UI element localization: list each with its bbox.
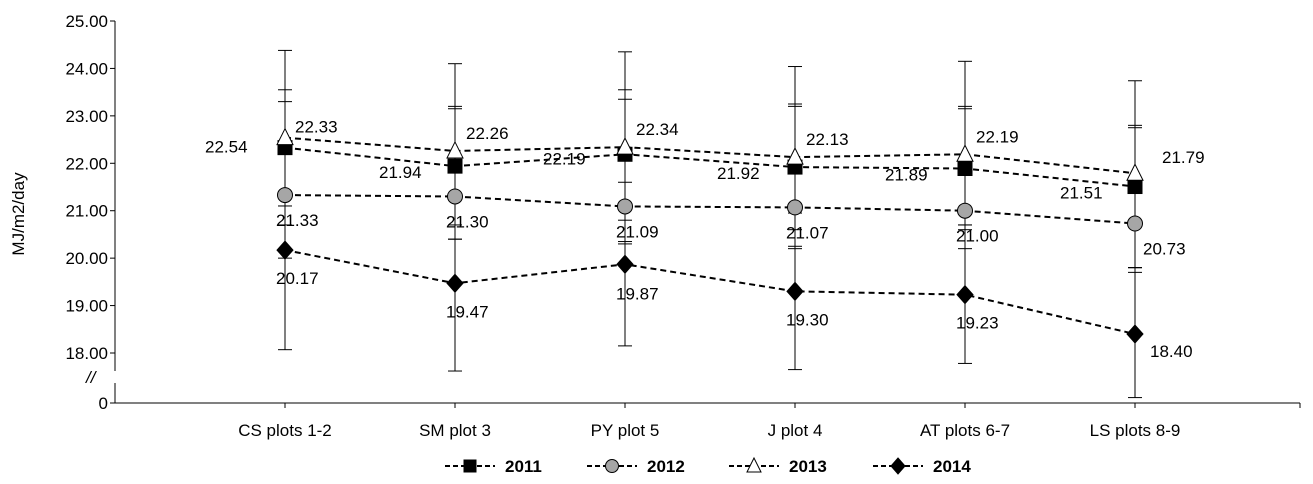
marker-triangle bbox=[276, 127, 294, 146]
data-label-2014: 19.23 bbox=[956, 314, 999, 333]
legend-label-2014: 2014 bbox=[933, 457, 971, 476]
data-label-2011: 21.89 bbox=[885, 166, 928, 185]
series-lines bbox=[284, 136, 1136, 336]
data-label-2014: 19.47 bbox=[446, 302, 489, 321]
marker-square bbox=[957, 161, 973, 177]
data-label-2013: 22.13 bbox=[806, 130, 849, 149]
series-markers bbox=[276, 127, 1144, 344]
series-line-2014 bbox=[284, 249, 1136, 336]
marker-diamond bbox=[1126, 324, 1144, 344]
y-tick-label: 23.00 bbox=[65, 107, 108, 126]
data-label-2012: 21.00 bbox=[956, 227, 999, 246]
x-tick-label: CS plots 1-2 bbox=[238, 421, 332, 440]
marker-triangle bbox=[786, 147, 804, 165]
legend-label-2011: 2011 bbox=[505, 457, 542, 476]
marker-square bbox=[463, 459, 477, 473]
data-label-2014: 19.30 bbox=[786, 310, 829, 329]
marker-circle bbox=[617, 198, 633, 215]
data-label-2014: 18.40 bbox=[1150, 342, 1193, 361]
data-label-2012: 21.07 bbox=[786, 223, 829, 242]
x-tick-label: AT plots 6-7 bbox=[920, 421, 1010, 440]
data-label-2013: 21.79 bbox=[1162, 148, 1205, 167]
marker-circle bbox=[787, 199, 803, 216]
series-line-2011 bbox=[284, 146, 1136, 188]
axis-break-mark: // bbox=[85, 368, 98, 387]
axes: 25.00 24.00 23.00 22.00 21.00 20.00 19.00 18.00… bbox=[65, 12, 1301, 440]
marker-triangle bbox=[1126, 163, 1144, 181]
marker-triangle bbox=[956, 144, 974, 162]
marker-circle bbox=[447, 188, 463, 205]
marker-diamond bbox=[786, 281, 804, 302]
data-label-2013: 22.26 bbox=[466, 124, 509, 143]
x-tick-label: LS plots 8-9 bbox=[1090, 421, 1181, 440]
y-tick-label-zero: 0 bbox=[99, 394, 108, 413]
data-label-2013: 22.19 bbox=[976, 127, 1019, 146]
data-label-2012: 21.30 bbox=[446, 212, 489, 231]
marker-triangle bbox=[746, 456, 762, 473]
series-line-2013 bbox=[284, 136, 1136, 175]
data-label-2011: 22.33 bbox=[295, 118, 338, 137]
legend-label-2012: 2012 bbox=[647, 457, 685, 476]
y-tick-label: 21.00 bbox=[65, 202, 108, 221]
x-tick-label: SM plot 3 bbox=[419, 421, 491, 440]
marker-diamond bbox=[276, 240, 294, 260]
y-tick-label: 25.00 bbox=[65, 12, 108, 31]
x-tick-label: J plot 4 bbox=[768, 421, 823, 440]
marker-diamond bbox=[956, 284, 974, 305]
marker-circle bbox=[957, 202, 973, 219]
data-label-2011: 21.94 bbox=[379, 163, 422, 182]
marker-circle bbox=[605, 459, 619, 473]
y-tick-label: 19.00 bbox=[65, 297, 108, 316]
error-bars bbox=[278, 49, 1142, 399]
marker-diamond bbox=[446, 273, 464, 294]
y-axis-title: MJ/m2/day bbox=[9, 172, 28, 256]
data-label-2014: 19.87 bbox=[616, 284, 659, 303]
marker-circle bbox=[1127, 215, 1143, 232]
data-labels: 22.33 21.94 22.19 21.92 21.89 21.51 21.33 21.30… bbox=[205, 118, 1205, 361]
data-label-2011: 22.19 bbox=[543, 149, 586, 168]
marker-circle bbox=[277, 187, 293, 204]
marker-square bbox=[1127, 179, 1143, 195]
marker-triangle bbox=[616, 137, 634, 155]
legend: 2011 2012 2013 2014 bbox=[445, 456, 971, 476]
y-tick-label: 20.00 bbox=[65, 249, 108, 268]
data-label-2012: 21.33 bbox=[276, 211, 319, 230]
data-label-2013: 22.54 bbox=[205, 138, 248, 157]
x-tick-label: PY plot 5 bbox=[591, 421, 660, 440]
data-label-2014: 20.17 bbox=[276, 269, 319, 288]
data-label-2011: 21.92 bbox=[717, 164, 760, 183]
marker-square bbox=[447, 158, 463, 174]
marker-diamond bbox=[890, 457, 906, 475]
marker-diamond bbox=[616, 254, 634, 275]
y-tick-label: 22.00 bbox=[65, 154, 108, 173]
series-line-2012 bbox=[284, 194, 1136, 225]
data-label-2013: 22.34 bbox=[636, 120, 679, 139]
data-label-2012: 20.73 bbox=[1143, 240, 1186, 259]
legend-label-2013: 2013 bbox=[789, 457, 827, 476]
marker-triangle bbox=[446, 140, 464, 159]
data-label-2011: 21.51 bbox=[1060, 184, 1103, 203]
data-label-2012: 21.09 bbox=[616, 222, 659, 241]
y-tick-label: 24.00 bbox=[65, 59, 108, 78]
y-tick-label: 18.00 bbox=[65, 344, 108, 363]
